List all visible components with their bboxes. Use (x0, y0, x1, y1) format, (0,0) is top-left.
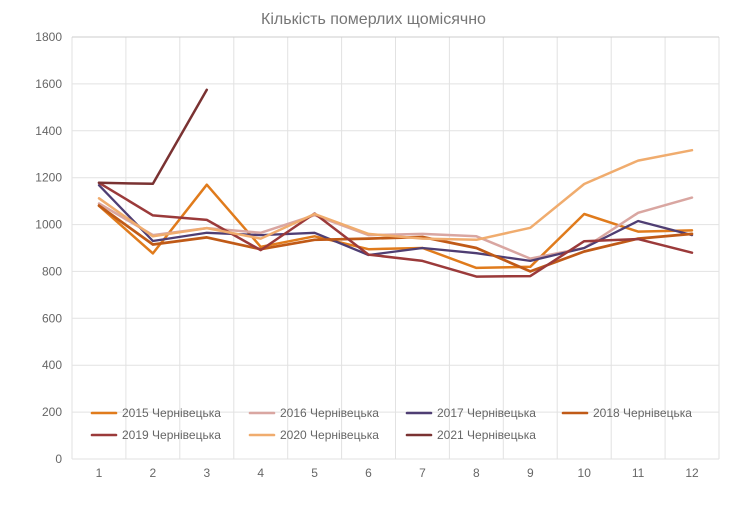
svg-text:600: 600 (42, 311, 62, 325)
svg-text:2018 Чернівецька: 2018 Чернівецька (593, 406, 692, 420)
svg-text:8: 8 (473, 466, 480, 480)
svg-text:2020 Чернівецька: 2020 Чернівецька (280, 428, 379, 442)
svg-text:2016 Чернівецька: 2016 Чернівецька (280, 406, 379, 420)
svg-text:400: 400 (42, 358, 62, 372)
svg-text:7: 7 (419, 466, 426, 480)
svg-text:Кількість померлих щомісячно: Кількість померлих щомісячно (261, 11, 486, 28)
svg-text:1800: 1800 (35, 30, 62, 44)
svg-text:1: 1 (96, 466, 103, 480)
svg-text:800: 800 (42, 264, 62, 278)
svg-text:2019 Чернівецька: 2019 Чернівецька (122, 428, 221, 442)
svg-text:1600: 1600 (35, 77, 62, 91)
svg-text:5: 5 (311, 466, 318, 480)
svg-text:2021 Чернівецька: 2021 Чернівецька (437, 428, 536, 442)
svg-text:2015 Чернівецька: 2015 Чернівецька (122, 406, 221, 420)
svg-text:11: 11 (632, 466, 645, 480)
svg-text:1000: 1000 (35, 218, 62, 232)
svg-text:9: 9 (527, 466, 534, 480)
svg-text:2017 Чернівецька: 2017 Чернівецька (437, 406, 536, 420)
svg-text:6: 6 (365, 466, 372, 480)
svg-text:3: 3 (203, 466, 210, 480)
svg-text:4: 4 (257, 466, 264, 480)
svg-text:200: 200 (42, 405, 62, 419)
svg-text:10: 10 (578, 466, 592, 480)
svg-text:12: 12 (685, 466, 699, 480)
svg-text:2: 2 (150, 466, 157, 480)
svg-text:1400: 1400 (35, 124, 62, 138)
svg-text:0: 0 (55, 452, 62, 466)
svg-text:1200: 1200 (35, 171, 62, 185)
